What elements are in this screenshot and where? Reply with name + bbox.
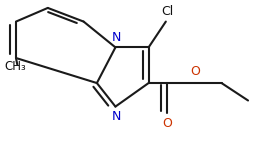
Text: Cl: Cl <box>161 5 173 18</box>
Text: CH₃: CH₃ <box>4 60 26 73</box>
Text: N: N <box>112 31 121 44</box>
Text: N: N <box>111 110 121 123</box>
Text: O: O <box>162 117 172 130</box>
Text: O: O <box>191 66 200 78</box>
